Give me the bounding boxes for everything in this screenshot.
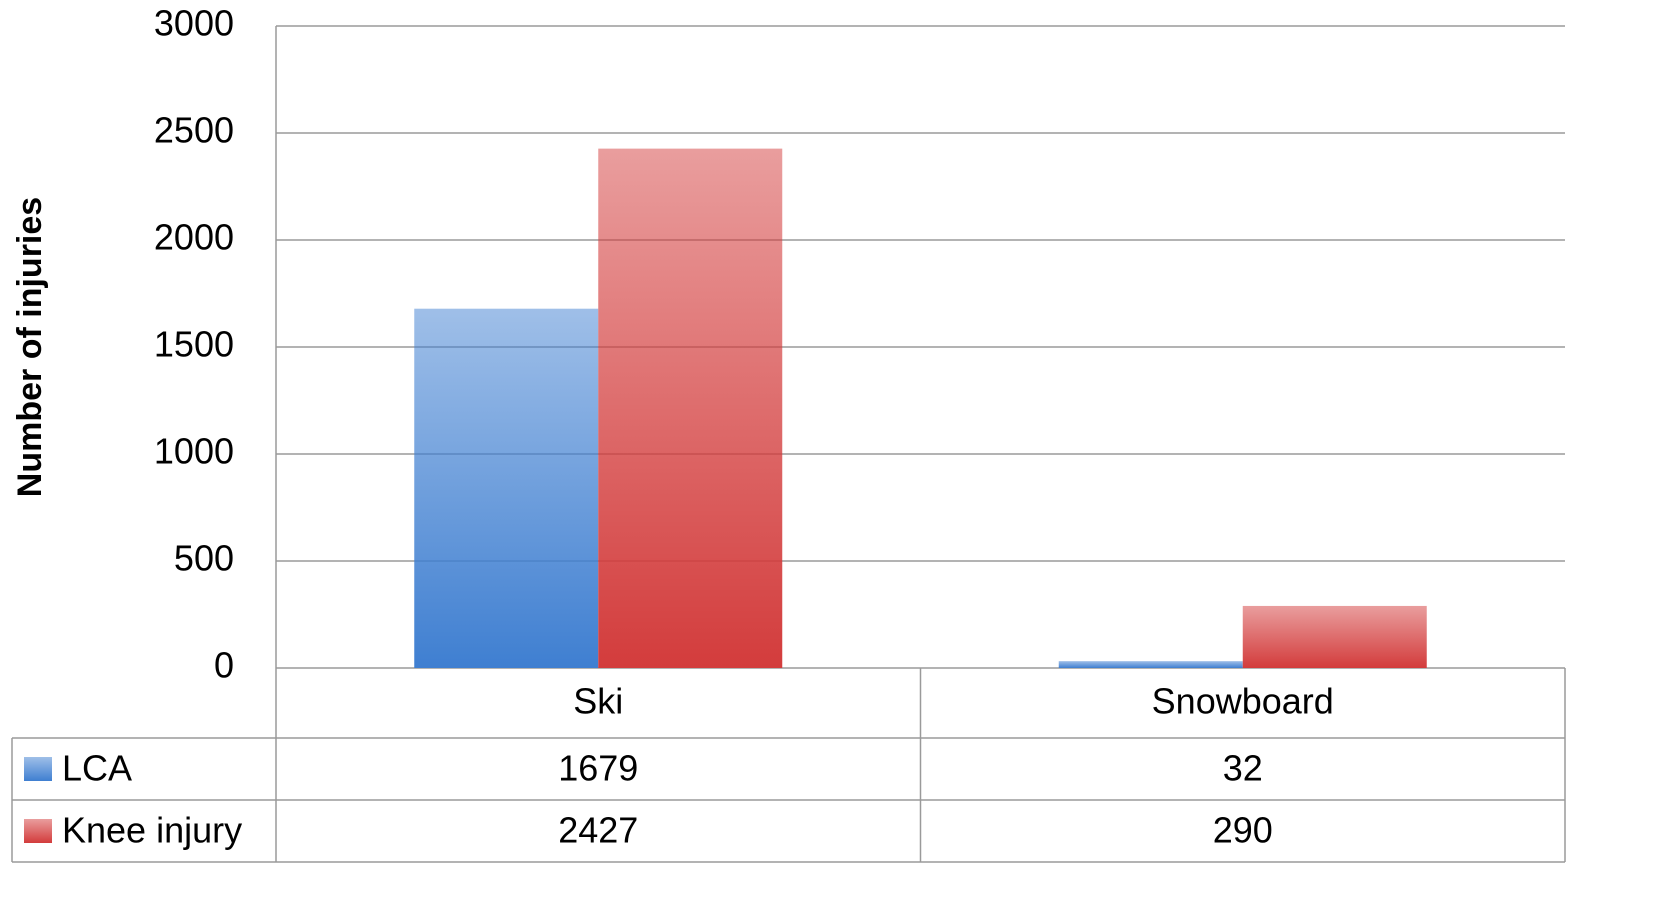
y-tick-label: 500 [174,538,234,579]
y-axis-title: Number of injuries [11,197,49,497]
bar [1242,605,1427,668]
legend-swatch [24,757,52,781]
y-tick-label: 1000 [154,431,234,472]
legend-swatch [24,819,52,843]
y-tick-label: 2000 [154,217,234,258]
y-tick-label: 1500 [154,324,234,365]
bar [598,148,783,668]
y-tick-label: 0 [214,645,234,686]
bar [1058,661,1243,668]
table-value: 32 [1223,748,1263,789]
table-value: 290 [1213,810,1273,851]
y-tick-label: 2500 [154,110,234,151]
x-tick-label: Snowboard [1152,681,1334,722]
table-value: 1679 [558,748,638,789]
legend-label: Knee injury [62,810,242,851]
table-value: 2427 [558,810,638,851]
bar [414,308,599,668]
y-tick-label: 3000 [154,3,234,44]
x-tick-label: Ski [573,681,623,722]
legend-label: LCA [62,748,132,789]
